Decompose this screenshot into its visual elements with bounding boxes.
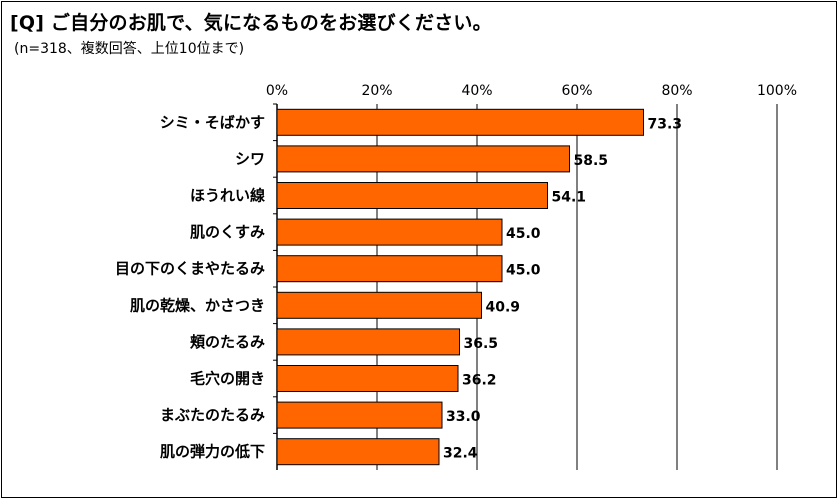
bar (276, 145, 570, 173)
bar (276, 108, 644, 136)
chart-title: [Q] ご自分のお肌で、気になるものをお選びください。 (10, 12, 492, 34)
category-label: 肌の弾力の低下 (160, 443, 265, 461)
bar (276, 438, 440, 466)
category-label: 毛穴の開き (190, 370, 265, 388)
data-label: 36.5 (464, 336, 499, 352)
category-label: シワ (235, 150, 265, 168)
category-label: ほうれい線 (190, 187, 265, 205)
data-label: 40.9 (486, 299, 521, 315)
data-label: 32.4 (443, 446, 478, 462)
x-tick-label: 60% (561, 83, 592, 99)
bar (276, 328, 460, 356)
x-tick-label: 100% (757, 83, 797, 99)
chart-subtitle: (n=318、複数回答、上位10位まで) (14, 41, 245, 57)
data-label: 73.3 (648, 116, 683, 132)
x-tick-label: 0% (266, 83, 288, 99)
category-label: シミ・そばかす (160, 113, 265, 131)
data-label: 45.0 (506, 226, 541, 242)
x-tick-label: 80% (661, 83, 692, 99)
data-label: 54.1 (552, 190, 587, 206)
bar (276, 291, 482, 319)
bar (276, 365, 459, 392)
x-tick-label: 20% (361, 83, 392, 99)
data-label: 36.2 (462, 373, 497, 389)
category-label: まぶたのたるみ (160, 406, 265, 424)
bar (276, 401, 443, 429)
bar (276, 218, 503, 246)
bar (276, 255, 503, 283)
bar (276, 182, 548, 209)
data-label: 33.0 (446, 409, 481, 425)
data-label: 45.0 (506, 263, 541, 279)
category-label: 肌の乾燥、かさつき (130, 296, 265, 314)
x-tick-label: 40% (461, 83, 492, 99)
category-label: 頬のたるみ (190, 333, 265, 351)
data-label: 58.5 (574, 153, 609, 169)
category-label: 肌のくすみ (190, 223, 265, 241)
category-label: 目の下のくまやたるみ (115, 260, 265, 278)
